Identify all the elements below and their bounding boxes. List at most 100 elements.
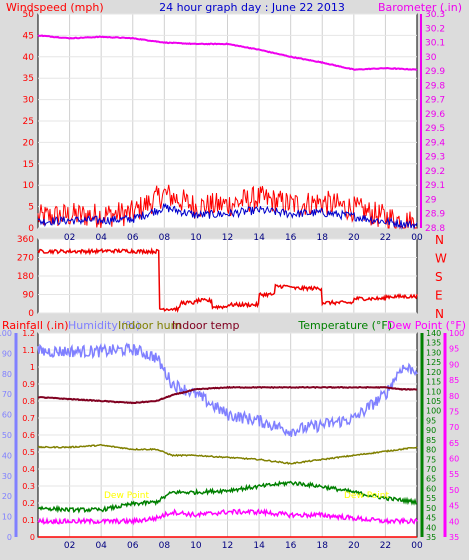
- x-tick-label: 16: [285, 233, 297, 243]
- x-tick-label: 10: [190, 541, 202, 551]
- windspeed-tick-label: 10: [23, 181, 35, 191]
- dew-point-tick-label: 85: [449, 376, 459, 385]
- barometer-tick-label: 29: [425, 195, 437, 205]
- rainfall-tick-label: 0.5: [22, 448, 35, 457]
- rainfall-tick-label: 0.7: [22, 414, 35, 423]
- rainfall-tick-label: 0.9: [22, 380, 35, 389]
- x-tick-label: 22: [380, 541, 391, 551]
- temperature-tick-label: 85: [426, 436, 436, 445]
- series-windspeed: [37, 184, 417, 230]
- rainfall-axis-title: Rainfall (.in): [2, 319, 69, 332]
- barometer-tick-label: 29.8: [425, 81, 445, 91]
- windspeed-tick-label: 30: [23, 96, 35, 106]
- x-tick-label: 20: [348, 233, 360, 243]
- x-tick-label: 08: [159, 233, 171, 243]
- temperature-tick-label: 45: [426, 514, 436, 523]
- barometer-tick-label: 29.7: [425, 96, 445, 106]
- temperature-tick-label: 40: [426, 523, 436, 532]
- barometer-tick-label: 29.9: [425, 67, 445, 77]
- x-tick-label: 12: [222, 233, 233, 243]
- windspeed-tick-label: 50: [23, 10, 35, 20]
- barometer-tick-label: 30.2: [425, 24, 445, 34]
- x-tick-label: 10: [190, 233, 202, 243]
- temperature-tick-label: 60: [426, 484, 436, 493]
- x-tick-label: 12: [222, 541, 233, 551]
- barometer-tick-label: 29.2: [425, 167, 445, 177]
- barometer-tick-label: 30.3: [425, 10, 445, 20]
- humidity-tick-label: 20: [2, 492, 12, 501]
- dew-point-tick-label: 70: [449, 423, 459, 432]
- compass-label: N: [435, 307, 444, 321]
- temperature-axis-title: Temperature (°F): [297, 319, 392, 332]
- series-wind-average: [37, 202, 418, 230]
- humidity-tick-label: 0: [7, 533, 12, 542]
- barometer-tick-label: 29.5: [425, 124, 445, 134]
- barometer-tick-label: 30.1: [425, 39, 445, 49]
- temperature-tick-label: 55: [426, 494, 436, 503]
- x-tick-label: 16: [285, 541, 297, 551]
- x-tick-label: 02: [64, 233, 75, 243]
- x-tick-label: 04: [95, 541, 107, 551]
- temperature-tick-label: 95: [426, 416, 436, 425]
- rainfall-tick-label: 0.1: [22, 516, 35, 525]
- temperature-tick-label: 50: [426, 504, 436, 513]
- compass-label: S: [435, 270, 443, 284]
- dew-point-tick-label: 40: [449, 517, 459, 526]
- humidity-tick-label: 60: [2, 411, 12, 420]
- rainfall-tick-label: 0.8: [22, 397, 35, 406]
- series-wind-direction: [37, 247, 418, 313]
- humidity-tick-label: 90: [2, 349, 12, 358]
- direction-tick-label: 360: [17, 235, 34, 245]
- rainfall-tick-label: 0.6: [22, 431, 35, 440]
- direction-tick-label: 180: [17, 272, 34, 282]
- x-tick-label: 18: [317, 233, 329, 243]
- barometer-tick-label: 29.4: [425, 138, 445, 148]
- temperature-tick-label: 140: [426, 329, 441, 338]
- dew-point-tick-label: 35: [449, 533, 459, 542]
- x-tick-label: 06: [127, 233, 139, 243]
- barometer-tick-label: 28.9: [425, 210, 445, 220]
- direction-tick-label: 0: [28, 309, 34, 319]
- series-dew-point: [37, 508, 418, 526]
- temperature-tick-label: 80: [426, 446, 436, 455]
- rainfall-tick-label: 0: [30, 533, 35, 542]
- x-tick-label: 18: [317, 541, 329, 551]
- windspeed-tick-label: 40: [23, 53, 35, 63]
- x-tick-label: 06: [127, 541, 139, 551]
- x-tick-label: 00: [411, 233, 423, 243]
- chart-title: 24 hour graph day : June 22 2013: [159, 1, 345, 14]
- temperature-tick-label: 35: [426, 533, 436, 542]
- windspeed-tick-label: 20: [23, 138, 35, 148]
- windspeed-tick-label: 15: [23, 160, 34, 170]
- humidity-tick-label: 30: [2, 472, 12, 481]
- dew-point-tick-label: 55: [449, 470, 459, 479]
- temperature-tick-label: 100: [426, 407, 441, 416]
- rainfall-tick-label: 1.1: [22, 346, 35, 355]
- barometer-tick-label: 30: [425, 53, 437, 63]
- dew-point-tick-label: 65: [449, 439, 459, 448]
- series-humidity: [37, 342, 418, 437]
- dew-point-tick-label: 50: [449, 486, 459, 495]
- humidity-tick-label: 100: [0, 329, 12, 338]
- x-tick-label: 14: [253, 541, 265, 551]
- humidity-tick-label: 50: [2, 431, 12, 440]
- barometer-axis-title: Barometer (.in): [378, 1, 462, 14]
- temperature-tick-label: 70: [426, 465, 436, 474]
- temperature-tick-label: 125: [426, 358, 441, 367]
- dew-point-tick-label: 80: [449, 392, 459, 401]
- barometer-tick-label: 28.8: [425, 224, 445, 234]
- temperature-tick-label: 110: [426, 387, 441, 396]
- humidity-tick-label: 40: [2, 451, 12, 460]
- rainfall-tick-label: 0.4: [22, 465, 35, 474]
- temperature-tick-label: 75: [426, 455, 436, 464]
- dew-point-annotation-1: Dew Point: [104, 491, 150, 501]
- rainfall-tick-label: 0.2: [22, 499, 35, 508]
- temperature-tick-label: 90: [426, 426, 436, 435]
- series-temperature: [37, 480, 418, 514]
- compass-label: E: [435, 289, 443, 303]
- windspeed-tick-label: 0: [28, 224, 34, 234]
- temperature-tick-label: 65: [426, 475, 436, 484]
- direction-tick-label: 90: [23, 291, 35, 301]
- compass-label: W: [435, 252, 447, 266]
